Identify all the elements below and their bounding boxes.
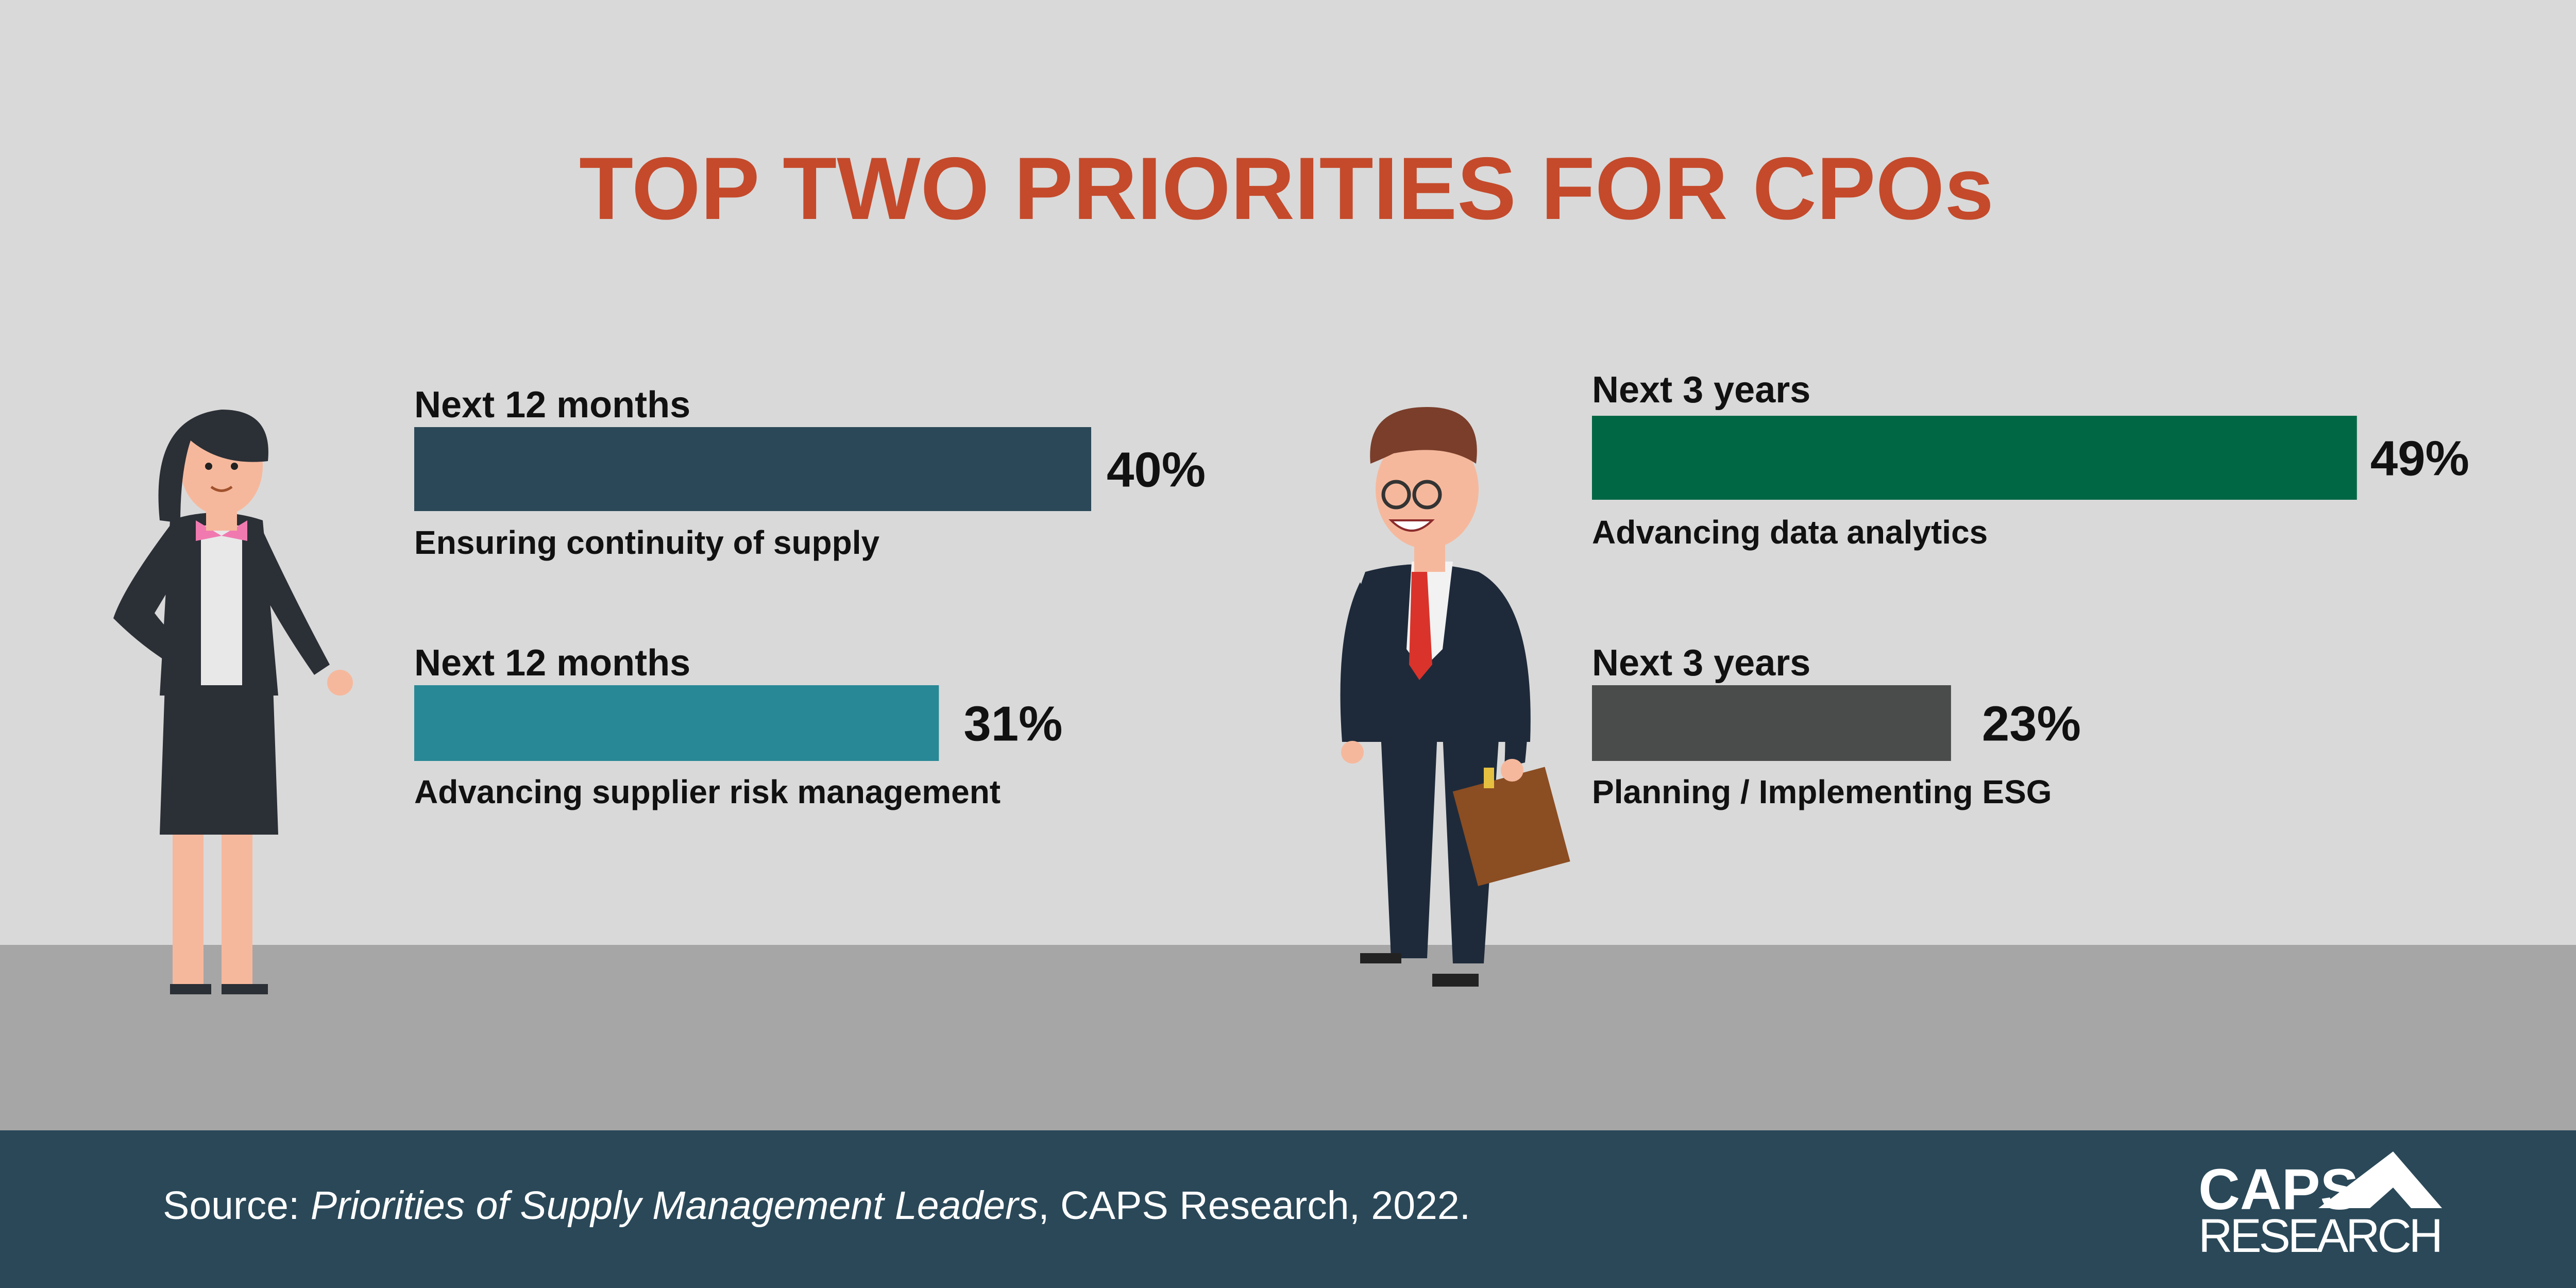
logo-line1: CAPS <box>2198 1157 2359 1222</box>
bar <box>414 685 939 761</box>
woman-illustration <box>113 410 353 994</box>
source-suffix: , CAPS Research, 2022. <box>1038 1183 1470 1228</box>
floor <box>0 945 2576 1131</box>
footer <box>0 1130 2576 1288</box>
value-label: 23% <box>1982 697 2081 752</box>
category-label: Planning / Implementing ESG <box>1592 773 2052 810</box>
bar <box>1592 416 2357 500</box>
period-label: Next 3 years <box>1592 369 1810 411</box>
source-prefix: Source: <box>163 1183 311 1228</box>
value-label: 31% <box>963 697 1062 752</box>
man-illustration <box>1340 407 1570 987</box>
bar <box>1592 685 1951 761</box>
period-label: Next 12 months <box>414 642 690 684</box>
value-label: 49% <box>2370 431 2469 486</box>
source-title: Priorities of Supply Management Leaders <box>311 1183 1038 1228</box>
logo: CAPS RESEARCH <box>2198 1151 2443 1262</box>
category-label: Ensuring continuity of supply <box>414 524 880 561</box>
logo-mark <box>2318 1151 2442 1208</box>
bar <box>414 427 1091 511</box>
period-label: Next 12 months <box>414 384 690 426</box>
logo-line2: RESEARCH <box>2198 1210 2443 1262</box>
source: Source: Priorities of Supply Management … <box>163 1183 1470 1228</box>
title: TOP TWO PRIORITIES FOR CPOs <box>579 139 1994 238</box>
period-label: Next 3 years <box>1592 642 1810 684</box>
category-label: Advancing data analytics <box>1592 514 1988 551</box>
value-label: 40% <box>1107 443 1206 498</box>
category-label: Advancing supplier risk management <box>414 773 1001 810</box>
